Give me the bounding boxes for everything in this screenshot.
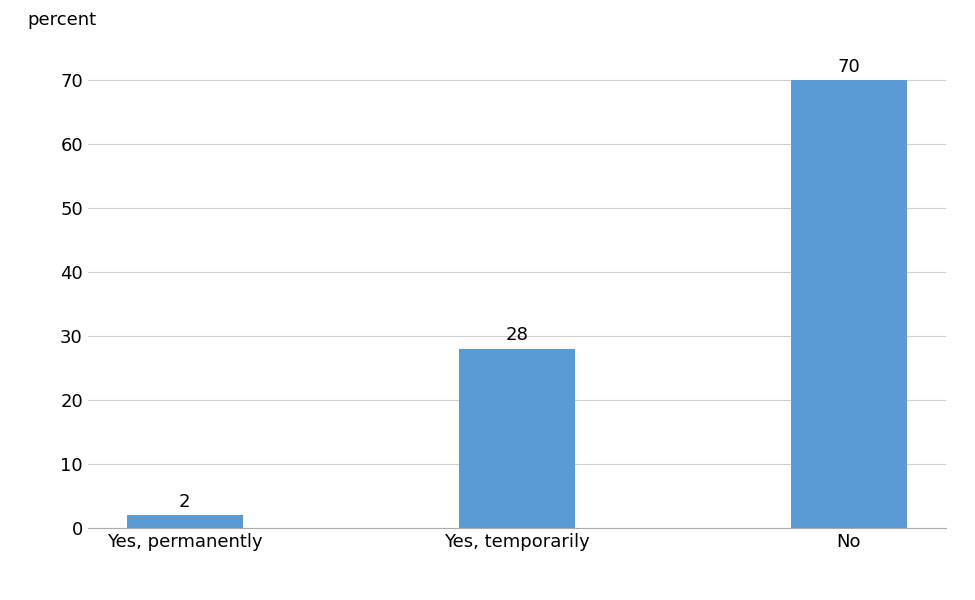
Text: 28: 28: [505, 326, 528, 344]
Bar: [458, 349, 575, 528]
Text: percent: percent: [27, 11, 97, 29]
Bar: [791, 80, 907, 528]
Text: 70: 70: [838, 58, 860, 76]
Bar: [127, 515, 243, 528]
Text: 2: 2: [179, 493, 190, 511]
